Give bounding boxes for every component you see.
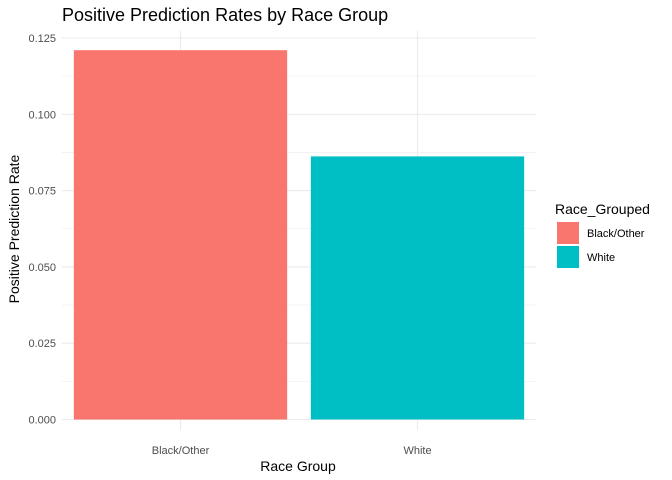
bar-white xyxy=(310,156,525,420)
legend-label: White xyxy=(587,252,615,264)
y-tick-label: 0.050 xyxy=(28,262,56,274)
y-tick-label: 0.025 xyxy=(28,338,56,350)
x-tick-label: Black/Other xyxy=(152,445,210,457)
legend-key xyxy=(557,246,579,268)
y-axis-label: Positive Prediction Rate xyxy=(6,154,22,303)
chart-title: Positive Prediction Rates by Race Group xyxy=(62,5,388,25)
y-tick-label: 0.000 xyxy=(28,415,56,427)
y-tick-labels: 0.000 0.025 0.050 0.075 0.100 0.125 xyxy=(28,33,56,427)
bars xyxy=(73,50,525,420)
x-axis-label: Race Group xyxy=(260,458,336,474)
y-tick-label: 0.075 xyxy=(28,186,56,198)
y-tick-label: 0.125 xyxy=(28,33,56,45)
x-tick-label: White xyxy=(403,445,431,457)
legend-key xyxy=(557,222,579,244)
legend: Race_Grouped Black/Other White xyxy=(555,201,650,268)
legend-label: Black/Other xyxy=(587,228,645,240)
bar-black-other xyxy=(73,50,288,420)
legend-title: Race_Grouped xyxy=(555,201,650,217)
x-tick-labels: Black/Other White xyxy=(152,445,432,457)
y-tick-label: 0.100 xyxy=(28,109,56,121)
